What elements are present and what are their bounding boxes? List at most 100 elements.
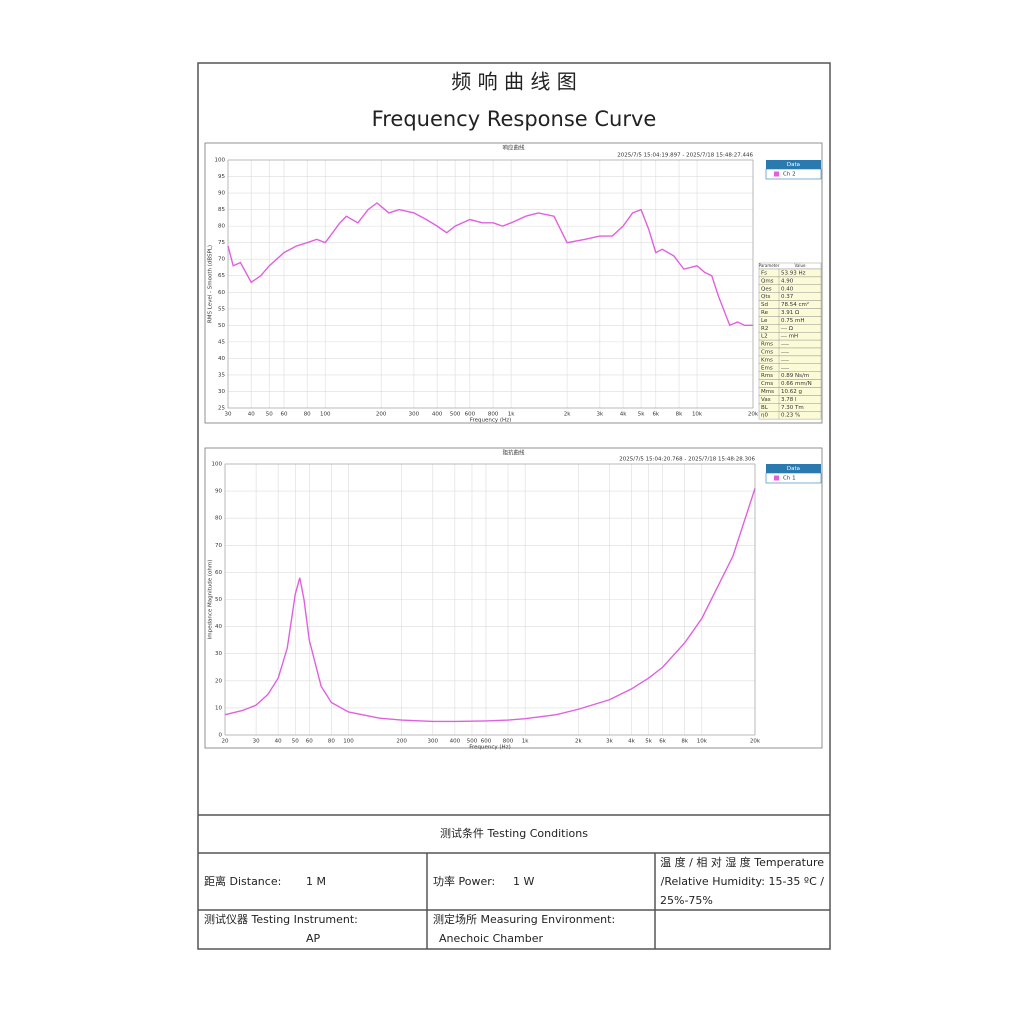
y-axis-label: Impedance Magnitude (ohm): [208, 560, 214, 640]
power-label: 功率 Power:: [433, 874, 495, 888]
frame: [197, 62, 831, 950]
x-tick-label: 200: [396, 739, 407, 745]
y-axis-label: RMS Level - Smooth (dBSPL): [208, 245, 214, 323]
param-cell: 10.62 g: [781, 389, 802, 395]
power-value: 1 W: [513, 875, 534, 888]
x-tick-label: 800: [503, 739, 514, 745]
param-cell: Fs: [761, 270, 767, 276]
environment-value: Anechoic Chamber: [439, 932, 543, 945]
legend-label: Ch 1: [783, 476, 796, 482]
x-tick-label: 3k: [596, 412, 603, 418]
x-tick-label: 80: [328, 739, 335, 745]
x-tick-label: 6k: [652, 412, 659, 418]
x-tick-label: 100: [320, 412, 331, 418]
x-tick-label: 5k: [645, 739, 652, 745]
param-cell: 78.54 cm²: [781, 301, 809, 308]
plot-frame: [224, 463, 756, 736]
param-cell: 3.91 Ω: [781, 310, 799, 316]
y-tick-label: 80: [218, 224, 225, 230]
y-tick-label: 60: [215, 570, 222, 576]
param-cell: Vas: [761, 397, 771, 403]
y-tick-label: 70: [218, 257, 225, 263]
y-tick-label: 90: [215, 489, 222, 495]
param-cell: 0.89 Ns/m: [781, 373, 809, 379]
legend-header: [766, 160, 821, 169]
x-tick-label: 60: [280, 412, 287, 418]
param-cell: L2: [761, 334, 768, 340]
plot-frame: [227, 159, 754, 409]
x-tick-label: 500: [450, 412, 461, 418]
param-cell: 0.75 mH: [781, 318, 805, 324]
data-line: [224, 488, 756, 723]
param-cell: R2: [761, 326, 768, 332]
y-tick-label: 70: [215, 543, 222, 549]
x-axis-label: Frequency (Hz): [470, 418, 511, 424]
x-tick-label: 1k: [522, 739, 529, 745]
param-cell: Mms: [761, 389, 774, 395]
x-tick-label: 200: [376, 412, 387, 418]
x-tick-label: 2k: [564, 412, 571, 418]
temperature-line: 25%-75%: [660, 894, 713, 907]
y-tick-label: 75: [218, 240, 225, 246]
x-tick-label: 800: [488, 412, 499, 418]
param-cell: Sd: [761, 302, 768, 308]
param-cell: Ems: [761, 365, 773, 371]
param-cell: 0.40: [781, 286, 794, 292]
x-tick-label: 300: [428, 739, 439, 745]
x-tick-label: 10k: [692, 412, 703, 418]
y-tick-label: 65: [218, 273, 225, 279]
param-cell: 4.90: [781, 278, 794, 284]
x-tick-label: 3k: [606, 739, 613, 745]
x-tick-label: 20k: [750, 739, 761, 745]
legend-body: [765, 472, 822, 484]
x-tick-label: 5k: [638, 412, 645, 418]
y-tick-label: 30: [215, 651, 222, 657]
param-cell: Qms: [761, 278, 774, 284]
x-tick-label: 600: [465, 412, 476, 418]
chart-panel: [204, 447, 823, 749]
conditions-title: 测试条件 Testing Conditions: [440, 826, 588, 840]
param-cell: Qes: [761, 286, 772, 292]
param-cell: Rms: [761, 373, 773, 379]
x-tick-label: 20k: [748, 412, 759, 418]
param-cell: ----: [781, 365, 789, 371]
y-tick-label: 10: [215, 705, 222, 711]
x-tick-label: 4k: [628, 739, 635, 745]
title-en: Frequency Response Curve: [372, 107, 657, 131]
x-tick-label: 400: [450, 739, 461, 745]
legend-header: [766, 464, 821, 473]
x-tick-label: 500: [467, 739, 478, 745]
legend-swatch: [774, 171, 779, 177]
param-header-cell: Value: [795, 263, 807, 268]
chart-title: 响应曲线: [502, 144, 525, 152]
temperature-line: 温 度 / 相 对 湿 度 Temperature: [660, 855, 824, 869]
legend-label: Ch 2: [783, 172, 796, 178]
title-cn: 频 响 曲 线 图: [451, 70, 576, 94]
param-cell: η0: [761, 413, 768, 419]
param-cell: 0.66 mm/N: [781, 381, 812, 387]
y-tick-label: 20: [215, 678, 222, 684]
y-tick-label: 50: [218, 323, 225, 329]
y-tick-label: 45: [218, 339, 225, 345]
y-tick-label: 100: [215, 158, 226, 164]
x-axis-label: Frequency (Hz): [469, 745, 510, 751]
param-cell: 3.78 l: [781, 397, 797, 403]
distance-value: 1 M: [306, 875, 326, 888]
param-row: [758, 411, 822, 420]
x-tick-label: 50: [292, 739, 299, 745]
y-tick-label: 35: [218, 372, 225, 378]
x-tick-label: 60: [306, 739, 313, 745]
chart-panel: [204, 142, 823, 424]
legend-swatch: [774, 475, 779, 481]
param-cell: ----: [781, 349, 789, 355]
param-cell: Cms: [761, 349, 773, 355]
x-tick-label: 100: [343, 739, 354, 745]
param-cell: Qts: [761, 294, 770, 300]
param-cell: --- Ω: [781, 326, 793, 332]
legend-title: Data: [787, 466, 800, 472]
timestamp: 2025/7/5 15:04:19.897 - 2025/7/18 15:48:…: [617, 153, 753, 159]
x-tick-label: 80: [304, 412, 311, 418]
x-tick-label: 8k: [681, 739, 688, 745]
y-tick-label: 80: [215, 516, 222, 522]
chart-title: 阻抗曲线: [502, 449, 525, 457]
